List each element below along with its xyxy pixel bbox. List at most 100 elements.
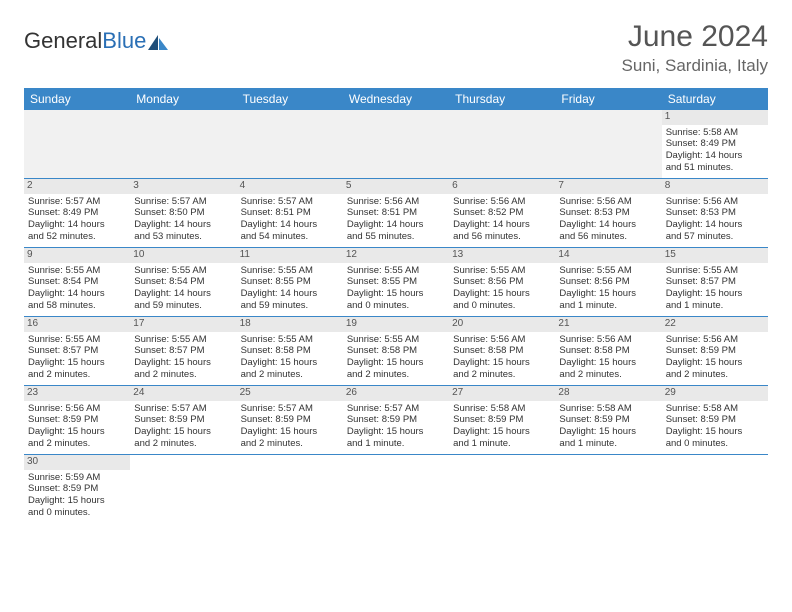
sunrise-label: Sunrise: 5:57 AM	[28, 196, 126, 208]
day-cell: 11Sunrise: 5:55 AMSunset: 8:55 PMDayligh…	[237, 248, 343, 317]
day-cell	[130, 110, 236, 179]
sunrise-label: Sunrise: 5:56 AM	[453, 196, 551, 208]
week-row: 16Sunrise: 5:55 AMSunset: 8:57 PMDayligh…	[24, 317, 768, 386]
day-header: Thursday	[449, 88, 555, 110]
day-number: 14	[555, 248, 661, 263]
daylight-label: and 1 minute.	[347, 438, 445, 450]
sunrise-label: Sunrise: 5:55 AM	[347, 265, 445, 277]
day-cell: 29Sunrise: 5:58 AMSunset: 8:59 PMDayligh…	[662, 386, 768, 455]
day-cell	[343, 110, 449, 179]
sunset-label: Sunset: 8:51 PM	[347, 207, 445, 219]
title-block: June 2024 Suni, Sardinia, Italy	[622, 20, 768, 76]
day-number: 6	[449, 179, 555, 194]
week-row: 9Sunrise: 5:55 AMSunset: 8:54 PMDaylight…	[24, 248, 768, 317]
sunset-label: Sunset: 8:59 PM	[28, 414, 126, 426]
day-cell: 8Sunrise: 5:56 AMSunset: 8:53 PMDaylight…	[662, 179, 768, 248]
daylight-label: Daylight: 15 hours	[28, 357, 126, 369]
day-number: 20	[449, 317, 555, 332]
day-cell	[449, 110, 555, 179]
brand-logo: GeneralBlue	[24, 28, 170, 54]
day-number: 7	[555, 179, 661, 194]
day-header-row: Sunday Monday Tuesday Wednesday Thursday…	[24, 88, 768, 110]
daylight-label: Daylight: 15 hours	[347, 426, 445, 438]
sunrise-label: Sunrise: 5:57 AM	[347, 403, 445, 415]
sunset-label: Sunset: 8:49 PM	[666, 138, 764, 150]
day-cell: 7Sunrise: 5:56 AMSunset: 8:53 PMDaylight…	[555, 179, 661, 248]
day-number: 23	[24, 386, 130, 401]
month-title: June 2024	[622, 20, 768, 54]
sunset-label: Sunset: 8:59 PM	[453, 414, 551, 426]
day-number: 5	[343, 179, 449, 194]
sunset-label: Sunset: 8:59 PM	[241, 414, 339, 426]
daylight-label: and 55 minutes.	[347, 231, 445, 243]
daylight-label: Daylight: 14 hours	[559, 219, 657, 231]
sunrise-label: Sunrise: 5:55 AM	[347, 334, 445, 346]
day-cell: 4Sunrise: 5:57 AMSunset: 8:51 PMDaylight…	[237, 179, 343, 248]
sunset-label: Sunset: 8:55 PM	[347, 276, 445, 288]
day-cell: 25Sunrise: 5:57 AMSunset: 8:59 PMDayligh…	[237, 386, 343, 455]
sunset-label: Sunset: 8:59 PM	[559, 414, 657, 426]
daylight-label: Daylight: 15 hours	[453, 288, 551, 300]
day-number: 10	[130, 248, 236, 263]
day-number: 15	[662, 248, 768, 263]
daylight-label: Daylight: 15 hours	[559, 426, 657, 438]
day-number: 19	[343, 317, 449, 332]
sunrise-label: Sunrise: 5:56 AM	[666, 196, 764, 208]
day-cell	[555, 110, 661, 179]
daylight-label: and 2 minutes.	[134, 438, 232, 450]
sunrise-label: Sunrise: 5:56 AM	[28, 403, 126, 415]
sunrise-label: Sunrise: 5:57 AM	[241, 196, 339, 208]
sunrise-label: Sunrise: 5:56 AM	[347, 196, 445, 208]
sunrise-label: Sunrise: 5:55 AM	[28, 265, 126, 277]
sunset-label: Sunset: 8:54 PM	[134, 276, 232, 288]
brand-part1: General	[24, 28, 102, 54]
daylight-label: Daylight: 15 hours	[347, 357, 445, 369]
day-number: 21	[555, 317, 661, 332]
daylight-label: and 59 minutes.	[134, 300, 232, 312]
day-cell: 10Sunrise: 5:55 AMSunset: 8:54 PMDayligh…	[130, 248, 236, 317]
daylight-label: and 0 minutes.	[28, 507, 126, 519]
daylight-label: and 0 minutes.	[453, 300, 551, 312]
daylight-label: Daylight: 15 hours	[666, 288, 764, 300]
week-row: 30Sunrise: 5:59 AMSunset: 8:59 PMDayligh…	[24, 455, 768, 524]
day-cell: 14Sunrise: 5:55 AMSunset: 8:56 PMDayligh…	[555, 248, 661, 317]
daylight-label: and 52 minutes.	[28, 231, 126, 243]
sunrise-label: Sunrise: 5:55 AM	[134, 334, 232, 346]
sunrise-label: Sunrise: 5:55 AM	[28, 334, 126, 346]
day-cell: 20Sunrise: 5:56 AMSunset: 8:58 PMDayligh…	[449, 317, 555, 386]
sunset-label: Sunset: 8:57 PM	[666, 276, 764, 288]
daylight-label: Daylight: 14 hours	[453, 219, 551, 231]
daylight-label: Daylight: 15 hours	[347, 288, 445, 300]
daylight-label: Daylight: 15 hours	[666, 357, 764, 369]
sunrise-label: Sunrise: 5:57 AM	[241, 403, 339, 415]
day-header: Friday	[555, 88, 661, 110]
sunset-label: Sunset: 8:49 PM	[28, 207, 126, 219]
sunset-label: Sunset: 8:50 PM	[134, 207, 232, 219]
sunset-label: Sunset: 8:53 PM	[666, 207, 764, 219]
day-number: 3	[130, 179, 236, 194]
day-number: 1	[662, 110, 768, 125]
daylight-label: Daylight: 14 hours	[666, 219, 764, 231]
day-cell	[237, 110, 343, 179]
daylight-label: and 2 minutes.	[28, 369, 126, 381]
day-cell: 15Sunrise: 5:55 AMSunset: 8:57 PMDayligh…	[662, 248, 768, 317]
sunrise-label: Sunrise: 5:58 AM	[666, 403, 764, 415]
day-cell: 5Sunrise: 5:56 AMSunset: 8:51 PMDaylight…	[343, 179, 449, 248]
week-row: 2Sunrise: 5:57 AMSunset: 8:49 PMDaylight…	[24, 179, 768, 248]
daylight-label: and 54 minutes.	[241, 231, 339, 243]
sunset-label: Sunset: 8:58 PM	[559, 345, 657, 357]
sunrise-label: Sunrise: 5:59 AM	[28, 472, 126, 484]
day-cell: 12Sunrise: 5:55 AMSunset: 8:55 PMDayligh…	[343, 248, 449, 317]
day-number: 29	[662, 386, 768, 401]
daylight-label: Daylight: 14 hours	[241, 288, 339, 300]
daylight-label: and 1 minute.	[559, 300, 657, 312]
sunset-label: Sunset: 8:57 PM	[134, 345, 232, 357]
day-cell	[130, 455, 236, 524]
day-number: 11	[237, 248, 343, 263]
daylight-label: Daylight: 15 hours	[559, 357, 657, 369]
day-cell: 26Sunrise: 5:57 AMSunset: 8:59 PMDayligh…	[343, 386, 449, 455]
day-cell	[237, 455, 343, 524]
sunrise-label: Sunrise: 5:58 AM	[559, 403, 657, 415]
daylight-label: and 56 minutes.	[559, 231, 657, 243]
week-row: 23Sunrise: 5:56 AMSunset: 8:59 PMDayligh…	[24, 386, 768, 455]
